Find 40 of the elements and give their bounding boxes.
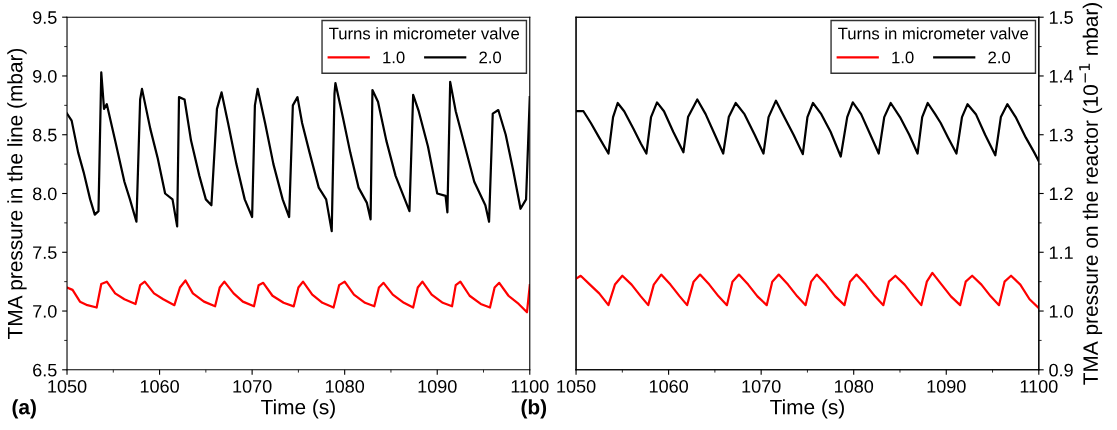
legend-label: 1.0 [892, 51, 914, 64]
y2-tick-label: 0.9 [1049, 363, 1073, 377]
x-tick-label: 1080 [835, 380, 874, 393]
y-tick-label: 9.0 [33, 69, 57, 83]
line-series [67, 279, 530, 314]
y-tick-label: 7.0 [33, 304, 57, 318]
y2-tick-label: 1.4 [1049, 70, 1074, 83]
y-tick-label: 9.5 [33, 11, 57, 24]
legend-title: Turns in micrometer valve [329, 27, 520, 40]
line-series [576, 271, 1039, 310]
x-tick-label: 1060 [649, 380, 688, 393]
x-tick-label: 1100 [1020, 380, 1058, 393]
text: (b) [521, 399, 547, 419]
x-tick-label: 1070 [233, 380, 272, 393]
legend-title: Turns in micrometer valve [838, 27, 1029, 40]
x-tick-label: 1050 [557, 380, 596, 393]
legend-label: 2.0 [479, 51, 502, 64]
y-tick-label: 7.5 [33, 246, 57, 259]
x-axis-title: Time (s) [261, 399, 335, 419]
legend-label: 1.0 [383, 51, 405, 64]
y-tick-label: 8.5 [32, 128, 57, 142]
y-axis-title: TMA pressure in the line (mbar) [7, 48, 27, 339]
y-tick-label: 6.5 [33, 363, 57, 377]
x-tick-label: 1070 [742, 380, 781, 393]
y2-tick-label: 1.5 [1049, 11, 1073, 24]
x-tick-label: 1100 [511, 380, 549, 393]
y2-tick-label: 1.2 [1049, 187, 1073, 201]
text: (a) [12, 399, 36, 419]
legend-label: 2.0 [988, 51, 1011, 64]
y2-tick-label: 1.0 [1049, 304, 1073, 318]
y2-tick-label: 1.1 [1049, 246, 1073, 259]
x-tick-label: 1050 [48, 380, 87, 393]
x-axis-title: Time (s) [770, 399, 844, 419]
x-tick-label: 1080 [325, 380, 365, 393]
x-tick-label: 1090 [418, 380, 457, 393]
x-tick-label: 1090 [927, 380, 966, 393]
y-tick-label: 8.0 [32, 187, 57, 201]
y2-axis-title: TMA pressure on the reactor (10$^{−1}$ mbar) [1079, 3, 1103, 385]
x-tick-label: 1060 [140, 380, 179, 393]
y2-tick-label: 1.3 [1049, 128, 1073, 142]
